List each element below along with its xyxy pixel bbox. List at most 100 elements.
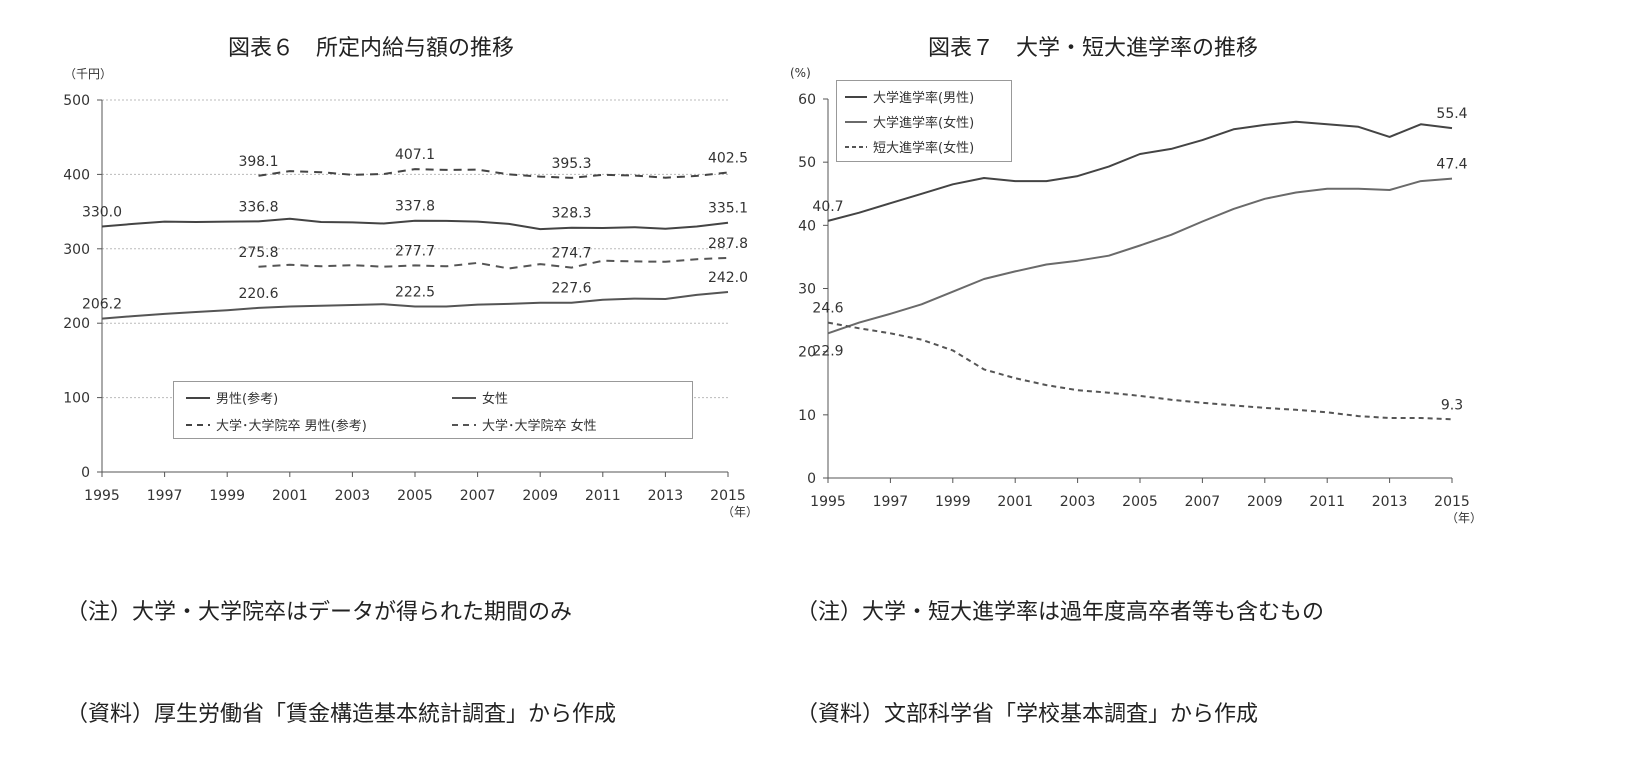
x-tick-label: 1999 bbox=[209, 488, 245, 504]
y-tick-label: 10 bbox=[798, 408, 816, 424]
data-label: 398.1 bbox=[238, 154, 278, 170]
data-label: 242.0 bbox=[708, 270, 748, 286]
data-label: 40.7 bbox=[812, 199, 843, 215]
right-chart-legend: 大学進学率(男性) 大学進学率(女性) 短大進学率(女性) bbox=[836, 80, 1012, 162]
right-chart-note: （注）大学・短大進学率は過年度高卒者等も含むもの （資料）文部科学省「学校基本調… bbox=[796, 528, 1324, 766]
data-label: 47.4 bbox=[1436, 157, 1467, 173]
x-tick-label: 2007 bbox=[460, 488, 496, 504]
left-note-line-1: （注）大学・大学院卒はデータが得られた期間のみ bbox=[66, 600, 573, 625]
x-tick-label: 1995 bbox=[84, 488, 120, 504]
y-tick-label: 40 bbox=[798, 218, 816, 234]
legend-dashed-line-icon bbox=[845, 145, 867, 148]
legend-label-male: 男性(参考) bbox=[216, 392, 279, 407]
left-chart-legend: 男性(参考) 女性 大学･大学院卒 男性(参考) 大学･大学院卒 女性 bbox=[173, 381, 693, 439]
right-line-chart: 0 10 20 30 40 50 60 1995 1997 1999 2001 2003 2005 200… bbox=[790, 66, 1482, 525]
legend-label-univ-female: 大学進学率(女性) bbox=[873, 116, 975, 131]
legend-item-jc-female: 短大進学率(女性) bbox=[845, 137, 974, 156]
y-tick-label: 100 bbox=[63, 391, 90, 407]
data-label: 328.3 bbox=[551, 206, 591, 222]
x-tick-label: 2013 bbox=[648, 488, 684, 504]
x-tick-label: 2003 bbox=[335, 488, 371, 504]
x-tick-label: 2001 bbox=[272, 488, 308, 504]
series-line bbox=[258, 256, 729, 270]
x-tick-label: 2015 bbox=[710, 488, 746, 504]
legend-item-grad-female: 大学･大学院卒 女性 bbox=[452, 415, 597, 434]
data-label: 222.5 bbox=[395, 284, 435, 300]
series-line bbox=[827, 321, 1453, 421]
legend-solid-line-icon bbox=[845, 120, 867, 123]
x-tick-label: 1997 bbox=[147, 488, 183, 504]
y-unit-label: （千円） bbox=[64, 67, 112, 81]
x-tick-label: 2003 bbox=[1060, 494, 1096, 510]
data-label: 402.5 bbox=[708, 151, 748, 167]
legend-solid-line-icon bbox=[186, 396, 210, 399]
x-unit-label: （年） bbox=[722, 505, 758, 519]
legend-item-univ-female: 大学進学率(女性) bbox=[845, 112, 974, 131]
legend-label-jc-female: 短大進学率(女性) bbox=[873, 141, 975, 156]
legend-solid-line-icon bbox=[845, 95, 867, 98]
legend-label-female: 女性 bbox=[482, 392, 509, 407]
legend-label-univ-male: 大学進学率(男性) bbox=[873, 91, 975, 106]
data-label: 277.7 bbox=[395, 243, 435, 259]
x-tick-label: 1997 bbox=[873, 494, 909, 510]
data-label: 287.8 bbox=[708, 236, 748, 252]
data-label: 275.8 bbox=[238, 245, 278, 261]
legend-label-grad-female: 大学･大学院卒 女性 bbox=[482, 419, 597, 434]
legend-item-grad-male: 大学･大学院卒 男性(参考) bbox=[186, 415, 367, 434]
data-label: 220.6 bbox=[238, 286, 278, 302]
legend-dashed-line-icon bbox=[452, 423, 476, 426]
y-tick-label: 50 bbox=[798, 155, 816, 171]
legend-item-univ-male: 大学進学率(男性) bbox=[845, 87, 974, 106]
y-tick-label: 0 bbox=[807, 471, 816, 487]
legend-solid-line-icon bbox=[452, 396, 476, 399]
series-line bbox=[827, 177, 1453, 335]
data-label: 336.8 bbox=[238, 199, 278, 215]
x-tick-label: 2011 bbox=[585, 488, 621, 504]
x-tick-label: 2009 bbox=[1247, 494, 1283, 510]
data-label: 227.6 bbox=[551, 281, 591, 297]
x-tick-label: 2005 bbox=[397, 488, 433, 504]
left-note-line-2: （資料）厚生労働省「賃金構造基本統計調査」から作成 bbox=[66, 702, 617, 727]
data-label: 9.3 bbox=[1441, 397, 1463, 413]
data-label: 335.1 bbox=[708, 201, 748, 217]
left-line-chart: 0 100 200 300 400 500 1995 1997 1999 2001 2003 2005… bbox=[63, 67, 758, 519]
x-tick-label: 1999 bbox=[935, 494, 971, 510]
y-tick-label: 500 bbox=[63, 93, 90, 109]
series-line bbox=[101, 217, 729, 231]
left-chart-title: 図表６ 所定内給与額の推移 bbox=[228, 36, 515, 61]
y-tick-label: 60 bbox=[798, 92, 816, 108]
y-tick-label: 0 bbox=[81, 465, 90, 481]
series-line bbox=[101, 291, 729, 320]
data-label: 274.7 bbox=[551, 246, 591, 262]
data-label: 330.0 bbox=[82, 204, 122, 220]
data-label: 55.4 bbox=[1436, 106, 1467, 122]
series-line bbox=[827, 120, 1453, 222]
right-chart-title: 図表７ 大学・短大進学率の推移 bbox=[928, 36, 1259, 61]
y-tick-label: 400 bbox=[63, 167, 90, 183]
x-tick-label: 2001 bbox=[997, 494, 1033, 510]
x-tick-label: 2015 bbox=[1434, 494, 1470, 510]
x-tick-label: 2007 bbox=[1185, 494, 1221, 510]
x-tick-label: 2009 bbox=[522, 488, 558, 504]
y-tick-label: 30 bbox=[798, 282, 816, 298]
left-chart-note: （注）大学・大学院卒はデータが得られた期間のみ （資料）厚生労働省「賃金構造基本… bbox=[66, 528, 616, 766]
series-line bbox=[258, 168, 729, 179]
x-tick-label: 2005 bbox=[1122, 494, 1158, 510]
right-note-line-1: （注）大学・短大進学率は過年度高卒者等も含むもの bbox=[796, 600, 1325, 625]
data-label: 407.1 bbox=[395, 147, 435, 163]
data-label: 206.2 bbox=[82, 297, 122, 313]
data-label: 337.8 bbox=[395, 199, 435, 215]
x-tick-label: 2011 bbox=[1309, 494, 1345, 510]
x-tick-label: 2013 bbox=[1372, 494, 1408, 510]
x-tick-label: 1995 bbox=[810, 494, 846, 510]
legend-dashed-line-icon bbox=[186, 423, 210, 426]
y-tick-label: 200 bbox=[63, 316, 90, 332]
data-label: 22.9 bbox=[812, 343, 843, 359]
legend-label-grad-male: 大学･大学院卒 男性(参考) bbox=[216, 419, 367, 434]
right-note-line-2: （資料）文部科学省「学校基本調査」から作成 bbox=[796, 702, 1259, 727]
data-label: 24.6 bbox=[812, 301, 843, 317]
y-unit-label: (%) bbox=[790, 66, 811, 80]
x-unit-label: （年） bbox=[1446, 511, 1482, 525]
legend-item-female: 女性 bbox=[452, 388, 508, 407]
y-tick-label: 20 bbox=[798, 345, 816, 361]
